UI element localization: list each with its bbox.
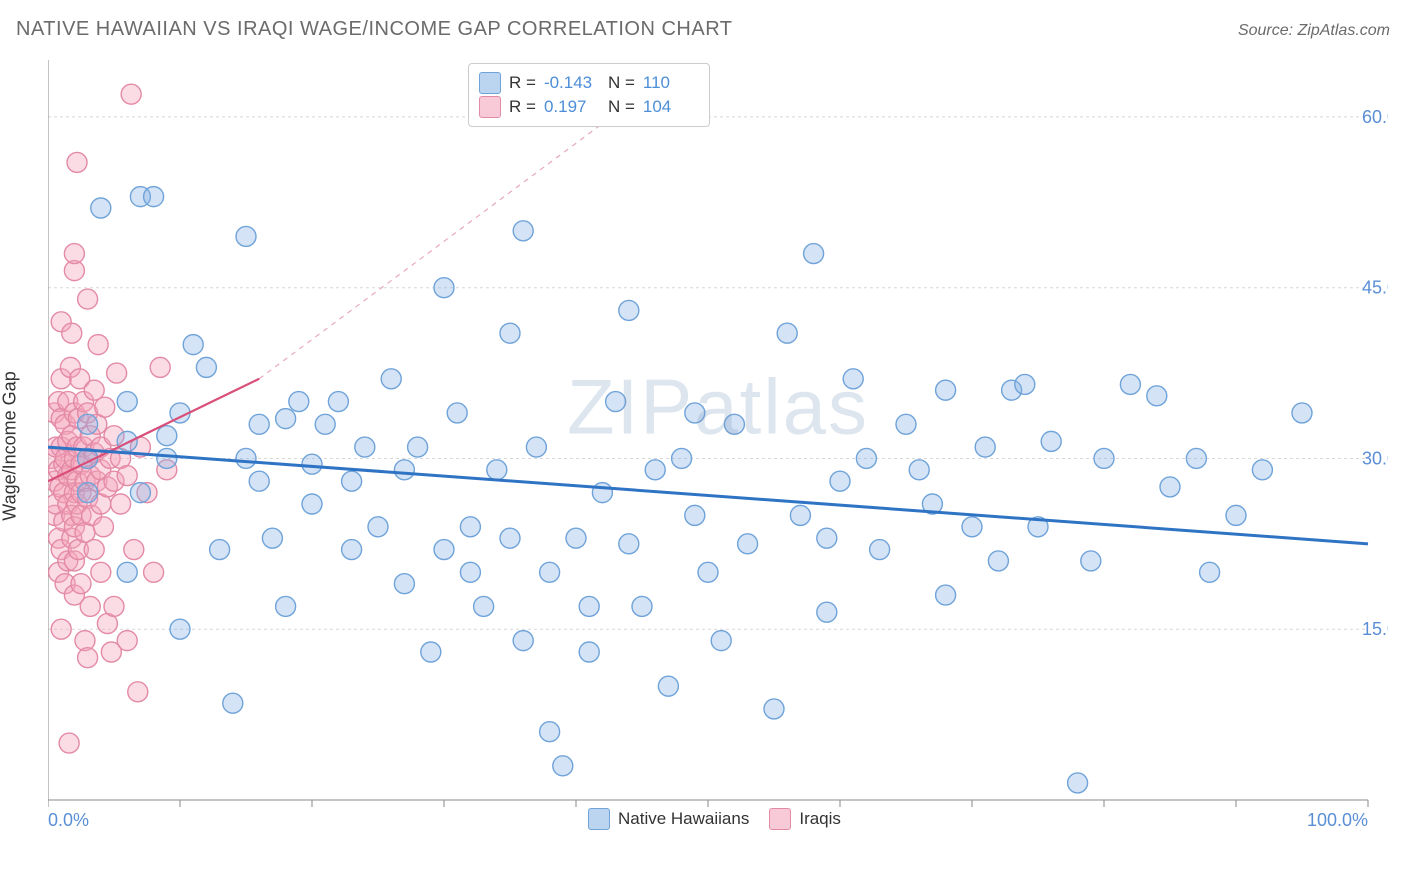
series-name-blue: Native Hawaiians [618, 809, 749, 829]
swatch-blue-icon [588, 808, 610, 830]
correlation-legend-box: R = -0.143 N = 110 R = 0.197 N = 104 [468, 63, 710, 127]
value-r-blue: -0.143 [544, 73, 600, 93]
label-r: R = [509, 73, 536, 93]
svg-text:0.0%: 0.0% [48, 810, 89, 830]
legend-item-blue: Native Hawaiians [588, 808, 749, 830]
label-n: N = [608, 97, 635, 117]
value-n-pink: 104 [643, 97, 699, 117]
label-r: R = [509, 97, 536, 117]
series-legend: Native Hawaiians Iraqis [588, 808, 841, 830]
source-label: Source: ZipAtlas.com [1238, 22, 1390, 40]
svg-text:60.0%: 60.0% [1362, 107, 1388, 127]
swatch-pink-icon [769, 808, 791, 830]
plot-area: 15.0%30.0%45.0%60.0%0.0%100.0% ZIPatlas … [48, 60, 1388, 830]
y-axis-title: Wage/Income Gap [0, 371, 21, 520]
svg-text:15.0%: 15.0% [1362, 619, 1388, 639]
chart-title: NATIVE HAWAIIAN VS IRAQI WAGE/INCOME GAP… [16, 18, 733, 41]
scatter-chart: 15.0% 30.0% 45.0% 60.0% 0.0% 100.0% [48, 60, 1388, 830]
swatch-blue-icon [479, 72, 501, 94]
series-name-pink: Iraqis [799, 809, 841, 829]
value-n-blue: 110 [643, 73, 699, 93]
corr-row-blue: R = -0.143 N = 110 [479, 72, 699, 94]
label-n: N = [608, 73, 635, 93]
svg-text:100.0%: 100.0% [1307, 810, 1368, 830]
swatch-pink-icon [479, 96, 501, 118]
svg-text:45.0%: 45.0% [1362, 278, 1388, 298]
legend-item-pink: Iraqis [769, 808, 841, 830]
value-r-pink: 0.197 [544, 97, 600, 117]
svg-text:30.0%: 30.0% [1362, 448, 1388, 468]
corr-row-pink: R = 0.197 N = 104 [479, 96, 699, 118]
